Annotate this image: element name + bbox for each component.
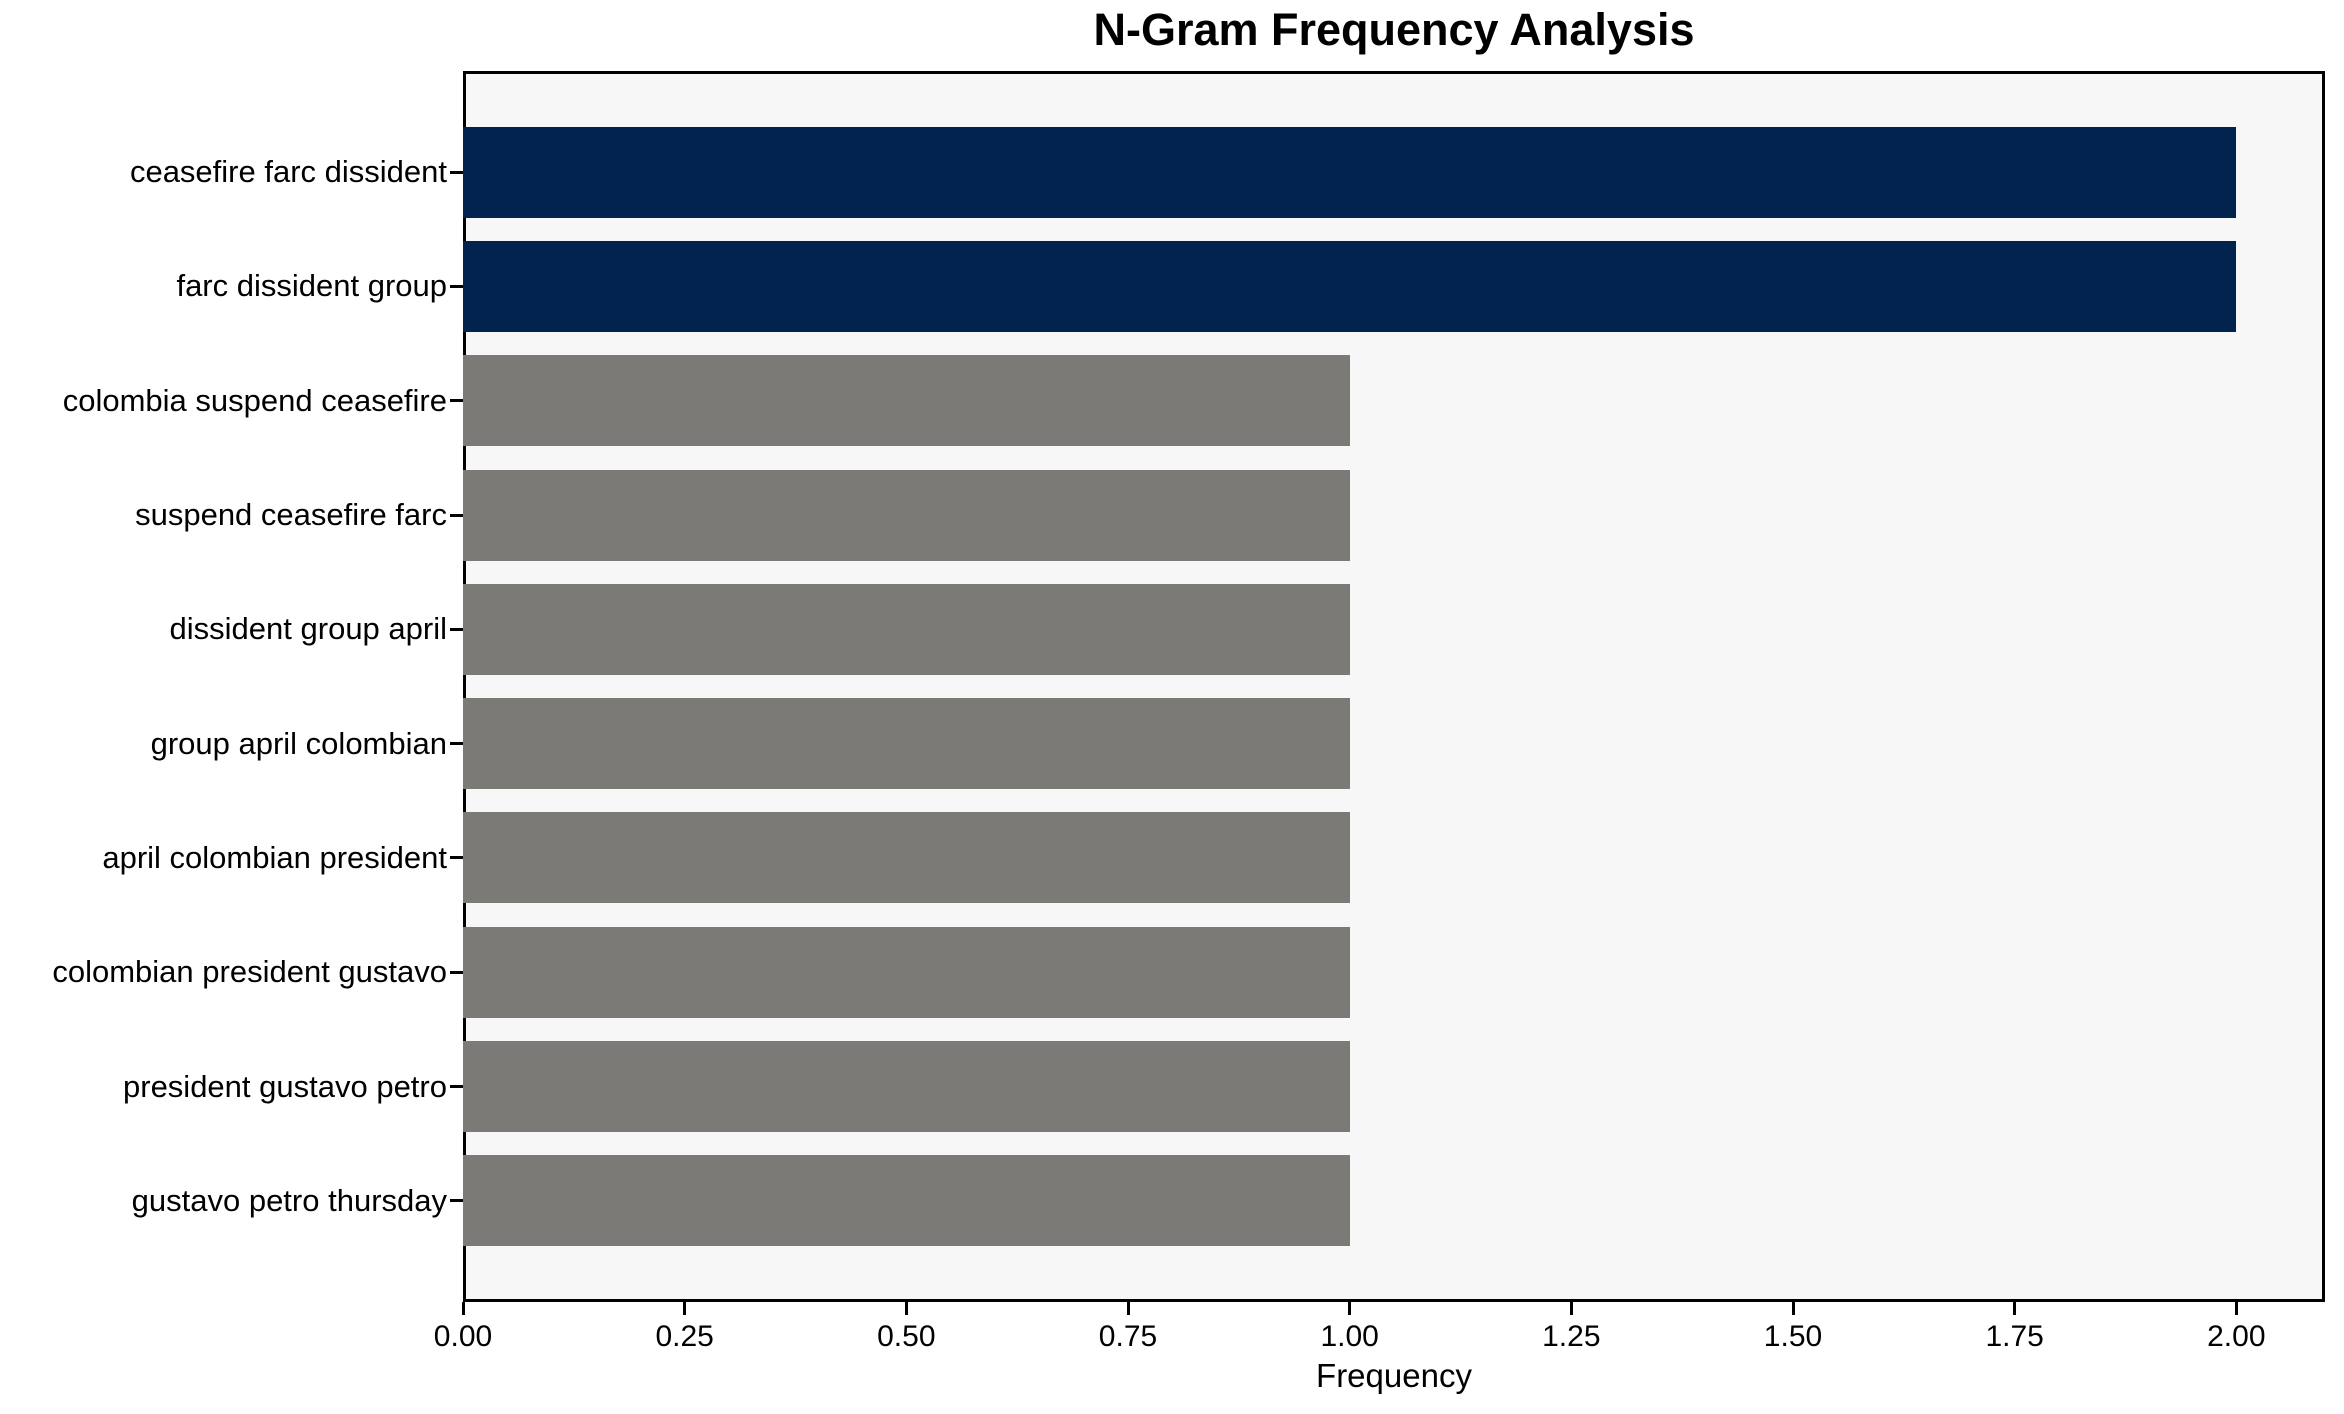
y-axis-label: colombia suspend ceasefire [62,382,447,418]
y-axis-label: gustavo petro thursday [131,1182,447,1218]
x-tick-label: 0.50 [877,1320,936,1353]
y-tick [450,627,463,631]
y-axis-label: dissident group april [169,611,447,647]
bar [463,240,2237,332]
y-tick [450,856,463,860]
x-tick [1569,1302,1573,1315]
x-tick-label: 1.00 [1320,1320,1379,1353]
bar [463,355,1350,447]
y-axis-label: suspend ceasefire farc [135,497,447,533]
y-axis-label: april colombian president [102,839,447,875]
y-tick [450,1199,463,1203]
bar [463,126,2237,218]
x-axis-title: Frequency [1316,1357,1472,1394]
x-tick-label: 0.00 [433,1320,493,1353]
y-axis-label: group april colombian [150,725,447,761]
y-tick [450,1085,463,1089]
y-tick [450,284,463,288]
x-tick [461,1302,465,1315]
y-tick [450,399,463,403]
bar [463,698,1350,790]
x-tick [904,1302,908,1315]
x-tick [1348,1302,1352,1315]
y-axis-label: farc dissident group [176,268,447,304]
x-tick-label: 1.50 [1763,1320,1823,1353]
x-tick-label: 1.75 [1985,1320,2044,1353]
chart-title: N-Gram Frequency Analysis [1093,4,1695,55]
bar [463,583,1350,675]
bar [463,1155,1350,1247]
x-tick-label: 1.25 [1542,1320,1601,1353]
y-axis-label: ceasefire farc dissident [129,154,447,190]
bar [463,469,1350,561]
y-axis-label: colombian president gustavo [52,954,447,990]
bar [463,812,1350,904]
x-tick [2013,1302,2017,1315]
bar [463,926,1350,1018]
bar [463,1041,1350,1133]
x-tick [1126,1302,1130,1315]
x-tick-label: 2.00 [2207,1320,2266,1353]
y-axis-label: president gustavo petro [123,1068,447,1104]
x-tick [683,1302,687,1315]
x-tick-label: 0.25 [655,1320,714,1353]
y-tick [450,742,463,746]
x-tick-label: 0.75 [1098,1320,1158,1353]
y-tick [450,513,463,517]
y-tick [450,170,463,174]
x-tick [2234,1302,2238,1315]
x-tick [1791,1302,1795,1315]
bars-layer [463,71,2325,1302]
y-tick [450,970,463,974]
